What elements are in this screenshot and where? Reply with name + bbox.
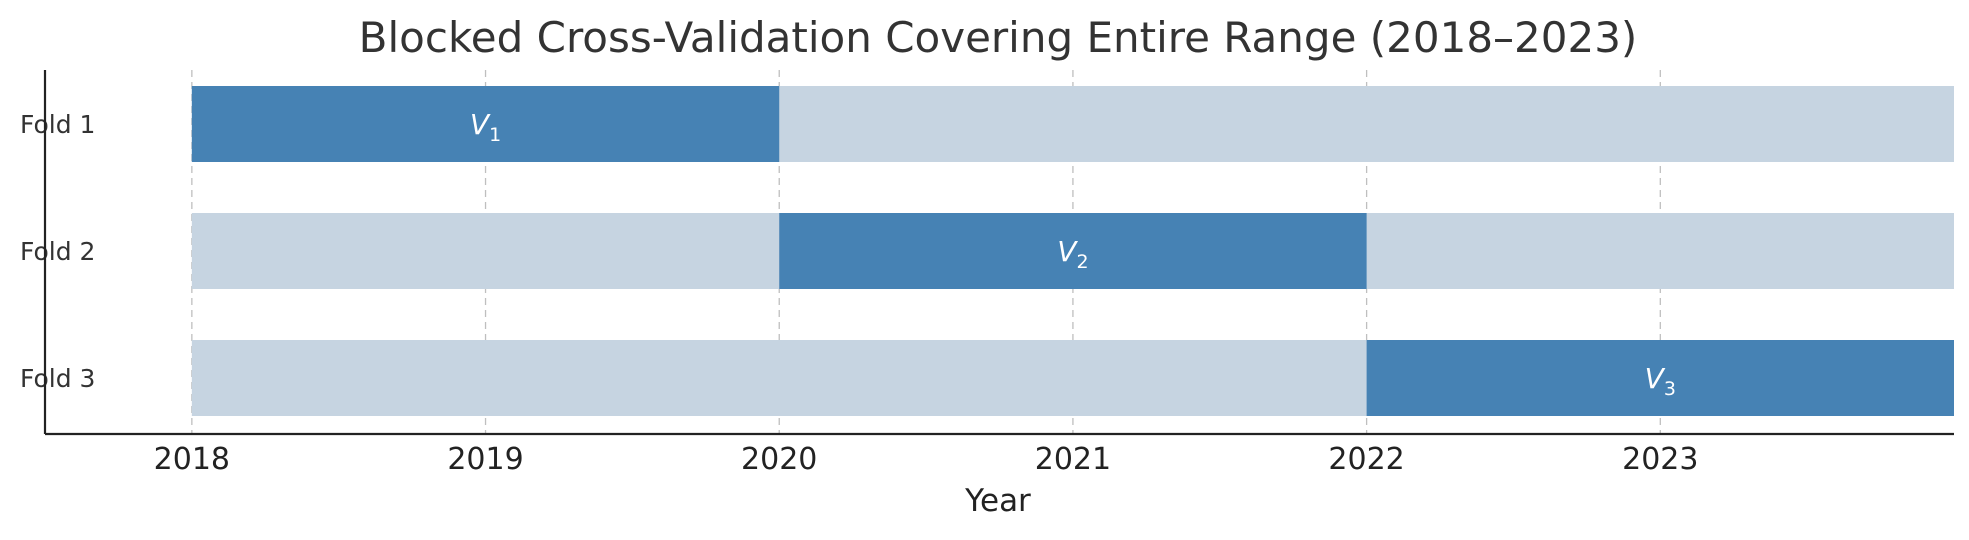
fold-1-label: Fold 1 xyxy=(20,110,95,139)
x-tick-label-2021: 2021 xyxy=(1035,442,1111,477)
chart-title: Blocked Cross-Validation Covering Entire… xyxy=(359,13,1638,62)
fold-3-validation-label: V3 xyxy=(1645,362,1676,400)
x-tick-label-2019: 2019 xyxy=(447,442,523,477)
fold-3-validation-bar xyxy=(1366,340,1954,416)
x-tick-label-2018: 2018 xyxy=(154,442,230,477)
x-tick-label-2020: 2020 xyxy=(741,442,817,477)
fold-labels: Fold 1 Fold 2 Fold 3 xyxy=(20,110,95,393)
x-ticks: 2018 2019 2020 2021 2022 2023 xyxy=(154,442,1699,477)
fold-2-validation-bar xyxy=(779,213,1367,289)
fold-1-validation-label: V1 xyxy=(470,108,501,146)
fold-2-validation-label: V2 xyxy=(1057,235,1088,273)
fold-2-label: Fold 2 xyxy=(20,237,95,266)
bars: V1 V2 V3 xyxy=(191,86,1954,416)
fold-3-label: Fold 3 xyxy=(20,364,95,393)
fold-1-validation-bar xyxy=(191,86,780,162)
x-tick-label-2023: 2023 xyxy=(1622,442,1698,477)
x-tick-label-2022: 2022 xyxy=(1328,442,1404,477)
x-axis-title: Year xyxy=(964,483,1031,519)
